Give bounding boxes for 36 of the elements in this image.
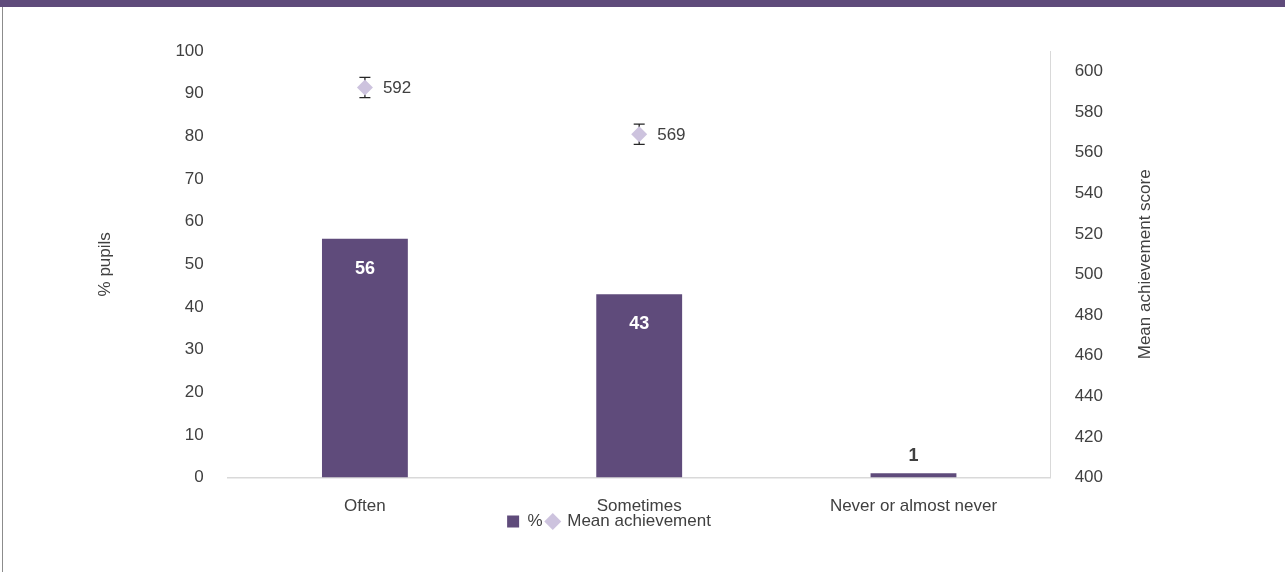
y-tick-label: 90 [184, 83, 204, 103]
y-tick-label: 50 [184, 253, 204, 273]
y2-tick-label: 460 [1074, 345, 1104, 365]
y-tick-label: 60 [184, 211, 204, 231]
data-label: 592 [382, 78, 412, 98]
y-tick-label: 0 [194, 467, 204, 487]
y2-tick-label: 560 [1074, 142, 1104, 162]
y-tick-label: 40 [184, 296, 204, 316]
y2-axis-title: Mean achievement score [1134, 169, 1154, 360]
y-tick-label: 100 [175, 40, 204, 60]
x-tick-label: Often [344, 496, 386, 516]
y-tick-label: 10 [184, 424, 204, 444]
legend-label: % [527, 511, 543, 531]
bar [321, 238, 408, 478]
y2-tick-label: 500 [1074, 264, 1104, 284]
y-tick-label: 20 [184, 381, 204, 401]
y2-tick-label: 520 [1074, 223, 1104, 243]
y-tick-label: 30 [184, 339, 204, 359]
data-label: 569 [657, 124, 686, 144]
legend-label: Mean achievement [567, 511, 712, 531]
y2-tick-label: 420 [1074, 426, 1104, 446]
y2-tick-label: 480 [1074, 304, 1104, 324]
y2-tick-label: 400 [1074, 467, 1104, 487]
y-tick-label: 70 [184, 168, 204, 188]
y2-tick-label: 600 [1074, 61, 1104, 80]
bar [870, 473, 957, 478]
y2-tick-label: 580 [1074, 101, 1104, 121]
y-axis-title: % pupils [94, 232, 114, 297]
y2-tick-label: 540 [1074, 182, 1104, 202]
x-tick-label: Never or almost never [829, 496, 998, 516]
data-label: 1 [908, 445, 919, 466]
data-label: 56 [354, 257, 375, 278]
data-label: 43 [629, 313, 650, 334]
y2-tick-label: 440 [1074, 386, 1104, 406]
bar [596, 294, 683, 478]
y-tick-label: 80 [184, 126, 204, 146]
